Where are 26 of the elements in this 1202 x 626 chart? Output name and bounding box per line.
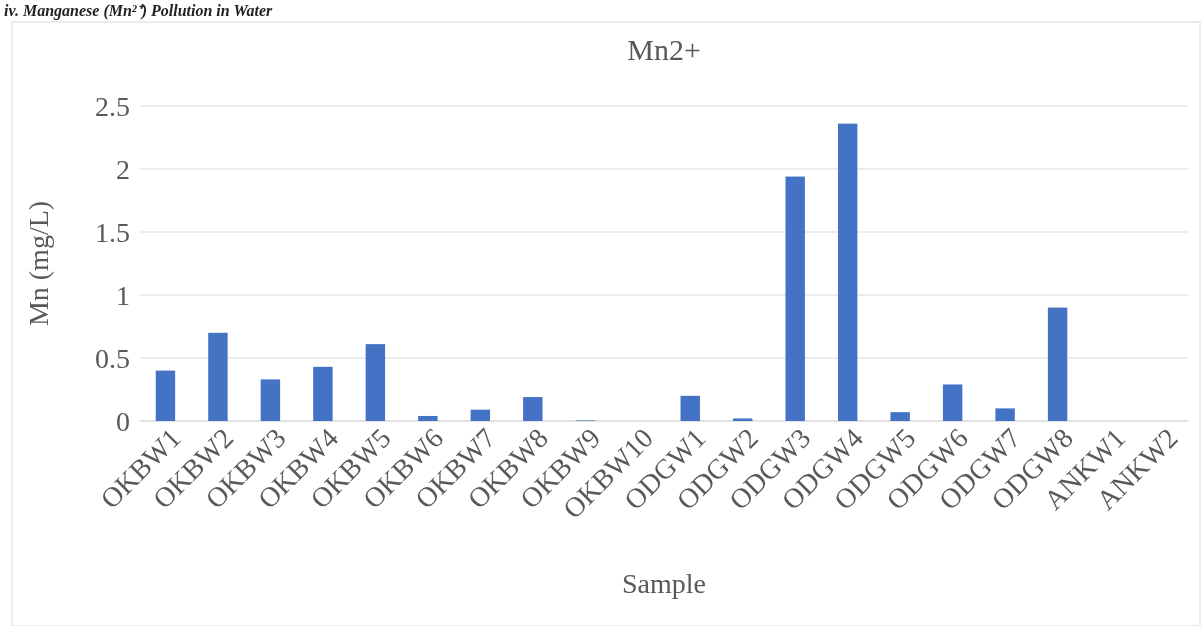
bar <box>155 370 176 421</box>
bar <box>995 408 1015 421</box>
bar <box>785 176 805 421</box>
bar <box>837 123 858 421</box>
text: iv. Manganese (Mn²⁺) Pollution in Water <box>4 2 273 20</box>
bar <box>1047 307 1068 421</box>
bar <box>365 344 386 421</box>
y-tick-label: 1.5 <box>95 216 130 248</box>
bar <box>733 418 753 421</box>
bar <box>470 409 491 421</box>
bar <box>313 366 333 421</box>
chart-title: Mn2+ <box>627 33 701 66</box>
bar <box>680 395 700 421</box>
bar <box>208 332 228 421</box>
y-tick-label: 2.5 <box>95 90 130 122</box>
bar <box>260 379 281 421</box>
x-axis-title: Sample <box>622 568 706 599</box>
y-axis-title: Mn (mg/L) <box>23 200 54 327</box>
bar <box>418 415 438 421</box>
bar <box>523 397 543 421</box>
y-tick-label: 0 <box>116 405 130 437</box>
y-tick-label: 1 <box>116 279 130 311</box>
bar <box>942 384 963 421</box>
bar <box>890 412 910 421</box>
y-tick-label: 0.5 <box>95 342 130 374</box>
y-tick-label: 2 <box>116 153 130 185</box>
